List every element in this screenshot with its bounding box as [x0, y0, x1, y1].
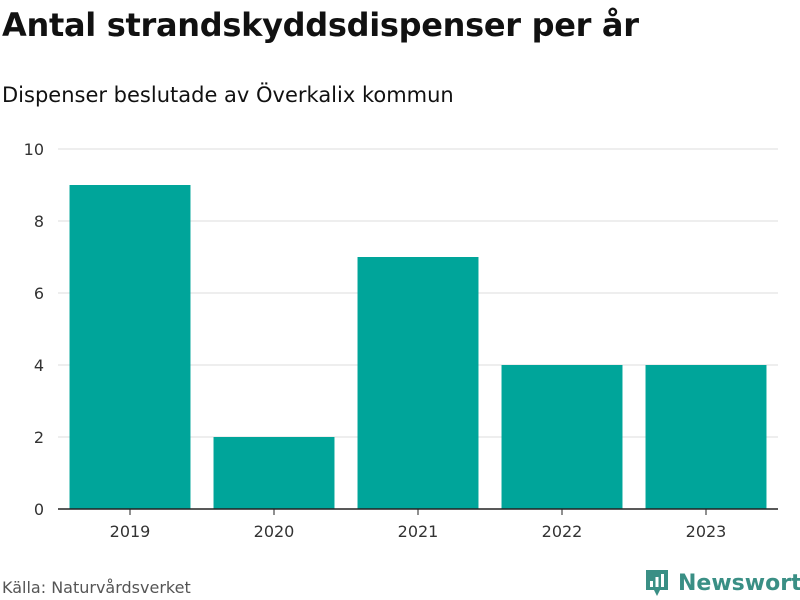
x-tick-label: 2019 — [110, 522, 151, 541]
y-tick-label: 4 — [34, 356, 44, 375]
bar-2019[interactable] — [69, 185, 191, 509]
brand-logo[interactable]: Newsworthy — [644, 566, 800, 600]
y-tick-label: 0 — [34, 500, 44, 519]
y-tick-label: 8 — [34, 212, 44, 231]
x-axis-ticks: 2019 2020 2021 2022 2023 — [110, 509, 727, 541]
x-tick-label: 2023 — [686, 522, 727, 541]
y-tick-label: 6 — [34, 284, 44, 303]
y-axis-ticks: 0 2 4 6 8 10 — [24, 140, 44, 519]
brand-name: Newsworthy — [678, 570, 800, 596]
bar-2020[interactable] — [213, 437, 335, 509]
bar-2023[interactable] — [645, 365, 767, 509]
chart-subtitle: Dispenser beslutade av Överkalix kommun — [2, 83, 454, 107]
x-tick-label: 2021 — [398, 522, 439, 541]
source-note: Källa: Naturvårdsverket — [2, 578, 191, 597]
bar-chart: 0 2 4 6 8 10 2019 2020 2021 2022 2023 — [24, 140, 778, 541]
bars — [69, 185, 767, 509]
bar-2022[interactable] — [501, 365, 623, 509]
x-tick-label: 2022 — [542, 522, 583, 541]
y-tick-label: 2 — [34, 428, 44, 447]
chart-title: Antal strandskyddsdispenser per år — [2, 6, 639, 44]
y-tick-label: 10 — [24, 140, 44, 159]
newsworthy-logo-icon — [646, 570, 668, 596]
x-tick-label: 2020 — [254, 522, 295, 541]
bar-2021[interactable] — [357, 257, 479, 509]
